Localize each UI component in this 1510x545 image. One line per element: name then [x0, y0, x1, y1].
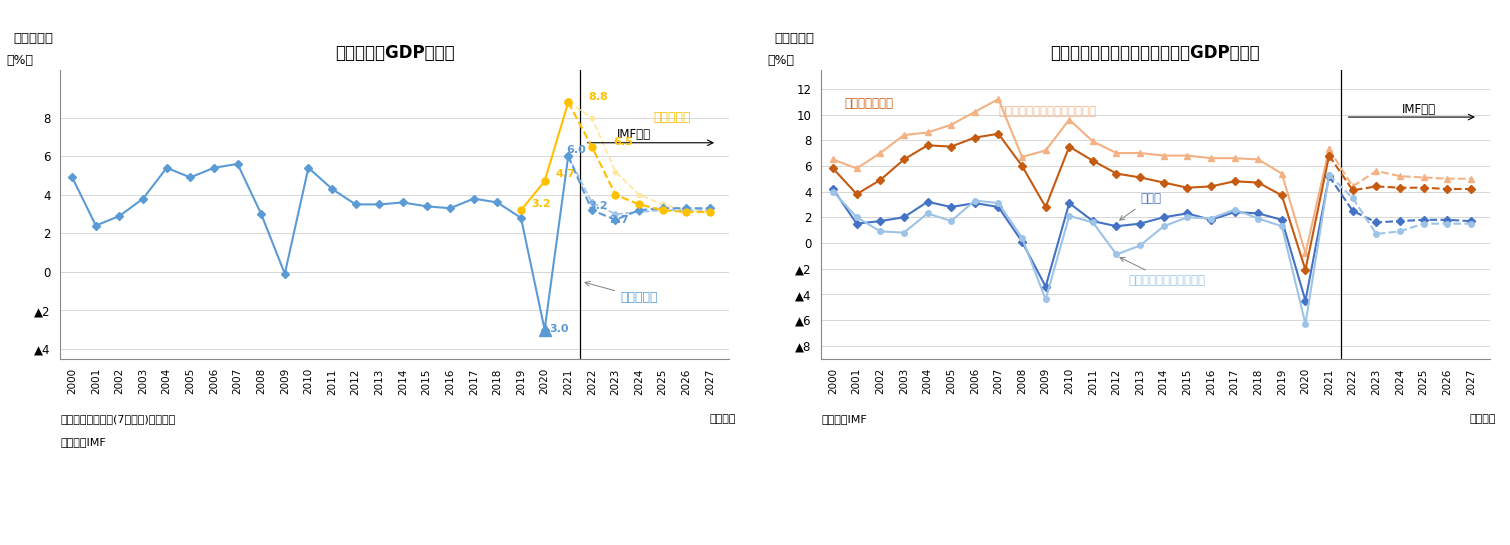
- Text: IMF予測: IMF予測: [618, 128, 651, 141]
- Text: （資料）IMF: （資料）IMF: [60, 437, 106, 447]
- Text: IMF予測: IMF予測: [1401, 103, 1436, 116]
- Text: 6.0: 6.0: [566, 146, 586, 155]
- Text: 3.2: 3.2: [532, 199, 551, 209]
- Text: 先進国（うちユーロ圏）: 先進国（うちユーロ圏）: [1120, 257, 1205, 287]
- Title: 世界の実質GDP伸び率: 世界の実質GDP伸び率: [335, 45, 455, 63]
- Text: 2.7: 2.7: [610, 215, 630, 225]
- Text: （図表１）: （図表１）: [14, 32, 54, 45]
- Text: 3.0: 3.0: [550, 324, 569, 335]
- Text: （注）破線は前回(7月時点)の見通し: （注）破線は前回(7月時点)の見通し: [60, 414, 175, 424]
- Y-axis label: （%）: （%）: [8, 53, 33, 66]
- Text: （資料）IMF: （資料）IMF: [821, 414, 867, 424]
- Text: 先進国: 先進国: [1119, 192, 1161, 220]
- Text: 新興国・途上国: 新興国・途上国: [846, 97, 894, 110]
- Text: 新興国・途上国（うちアジア）: 新興国・途上国（うちアジア）: [998, 105, 1096, 118]
- Text: 3.2: 3.2: [589, 201, 609, 211]
- Title: 先進国と新興国・途上国の実質GDP伸び率: 先進国と新興国・途上国の実質GDP伸び率: [1051, 45, 1261, 63]
- Y-axis label: （%）: （%）: [767, 53, 794, 66]
- Text: 6.5: 6.5: [613, 137, 633, 147]
- Text: （年次）: （年次）: [1469, 414, 1496, 424]
- Text: （年次）: （年次）: [710, 414, 735, 424]
- Text: 4.7: 4.7: [556, 169, 575, 179]
- Text: インフレ率: インフレ率: [654, 111, 690, 124]
- Text: 実質成長率: 実質成長率: [584, 281, 658, 304]
- Text: （図表２）: （図表２）: [775, 32, 814, 45]
- Text: 8.8: 8.8: [589, 92, 609, 102]
